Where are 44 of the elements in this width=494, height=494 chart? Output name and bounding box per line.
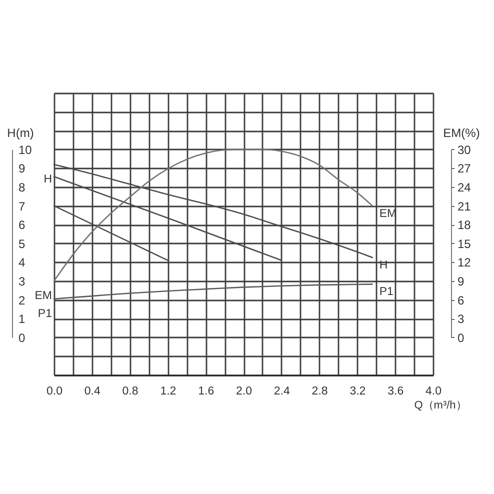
x-tick-label: 3.6: [388, 386, 404, 398]
y-tick-label: 5: [18, 236, 26, 251]
y2-axis-title: EM(%): [443, 126, 480, 140]
series-label: P1: [379, 286, 394, 298]
y2-tick-label: 0: [458, 330, 464, 345]
y-tick-label: 10: [18, 142, 32, 157]
y2-tick-label: 6: [458, 293, 464, 308]
y2-tick-label: 9: [458, 274, 464, 288]
y-tick-label: 2: [18, 293, 26, 308]
x-tick-label: 0.8: [122, 386, 138, 398]
y-tick-label: 9: [18, 162, 26, 176]
line-series: [53, 164, 374, 258]
y2-tick-label: 3: [458, 312, 464, 326]
x-tick-label: 2.0: [236, 386, 252, 398]
y2-tick-label: 12: [458, 256, 472, 270]
y2-tick-label: 15: [458, 236, 472, 251]
y-tick-label: 6: [18, 218, 26, 232]
y-axis-title: H(m): [7, 126, 34, 140]
x-tick-label: 1.6: [198, 386, 214, 398]
series-label: H: [379, 260, 388, 272]
y-tick-label: 4: [18, 256, 26, 270]
text: P1: [38, 308, 52, 320]
y2-tick-label: 21: [458, 199, 472, 214]
line-series: [53, 284, 374, 300]
y-tick-label: 7: [18, 199, 26, 214]
y2-tick-label: 18: [458, 218, 472, 232]
y2-tick-label: 27: [458, 162, 472, 176]
y-tick-label: 1: [18, 312, 26, 326]
x-tick-label: 1.2: [160, 386, 176, 398]
y2-tick-label: 30: [458, 142, 472, 157]
x-tick-label: 0.4: [84, 386, 101, 398]
line-series: [53, 148, 374, 282]
x-tick-label: 2.4: [274, 386, 290, 398]
y-tick-label: 8: [18, 180, 26, 194]
x-tick-label: 3.2: [350, 386, 366, 398]
text: H: [44, 173, 52, 186]
x-axis-title: Q（m³/h）: [414, 400, 467, 412]
x-tick-label: 2.8: [312, 386, 328, 398]
y2-tick-label: 24: [458, 180, 472, 194]
y-tick-label: 3: [18, 274, 26, 288]
x-tick-label: 0.0: [46, 386, 62, 398]
y-tick-label: 0: [18, 330, 26, 345]
x-tick-label: 4.0: [426, 386, 442, 398]
text: EM: [34, 290, 52, 302]
